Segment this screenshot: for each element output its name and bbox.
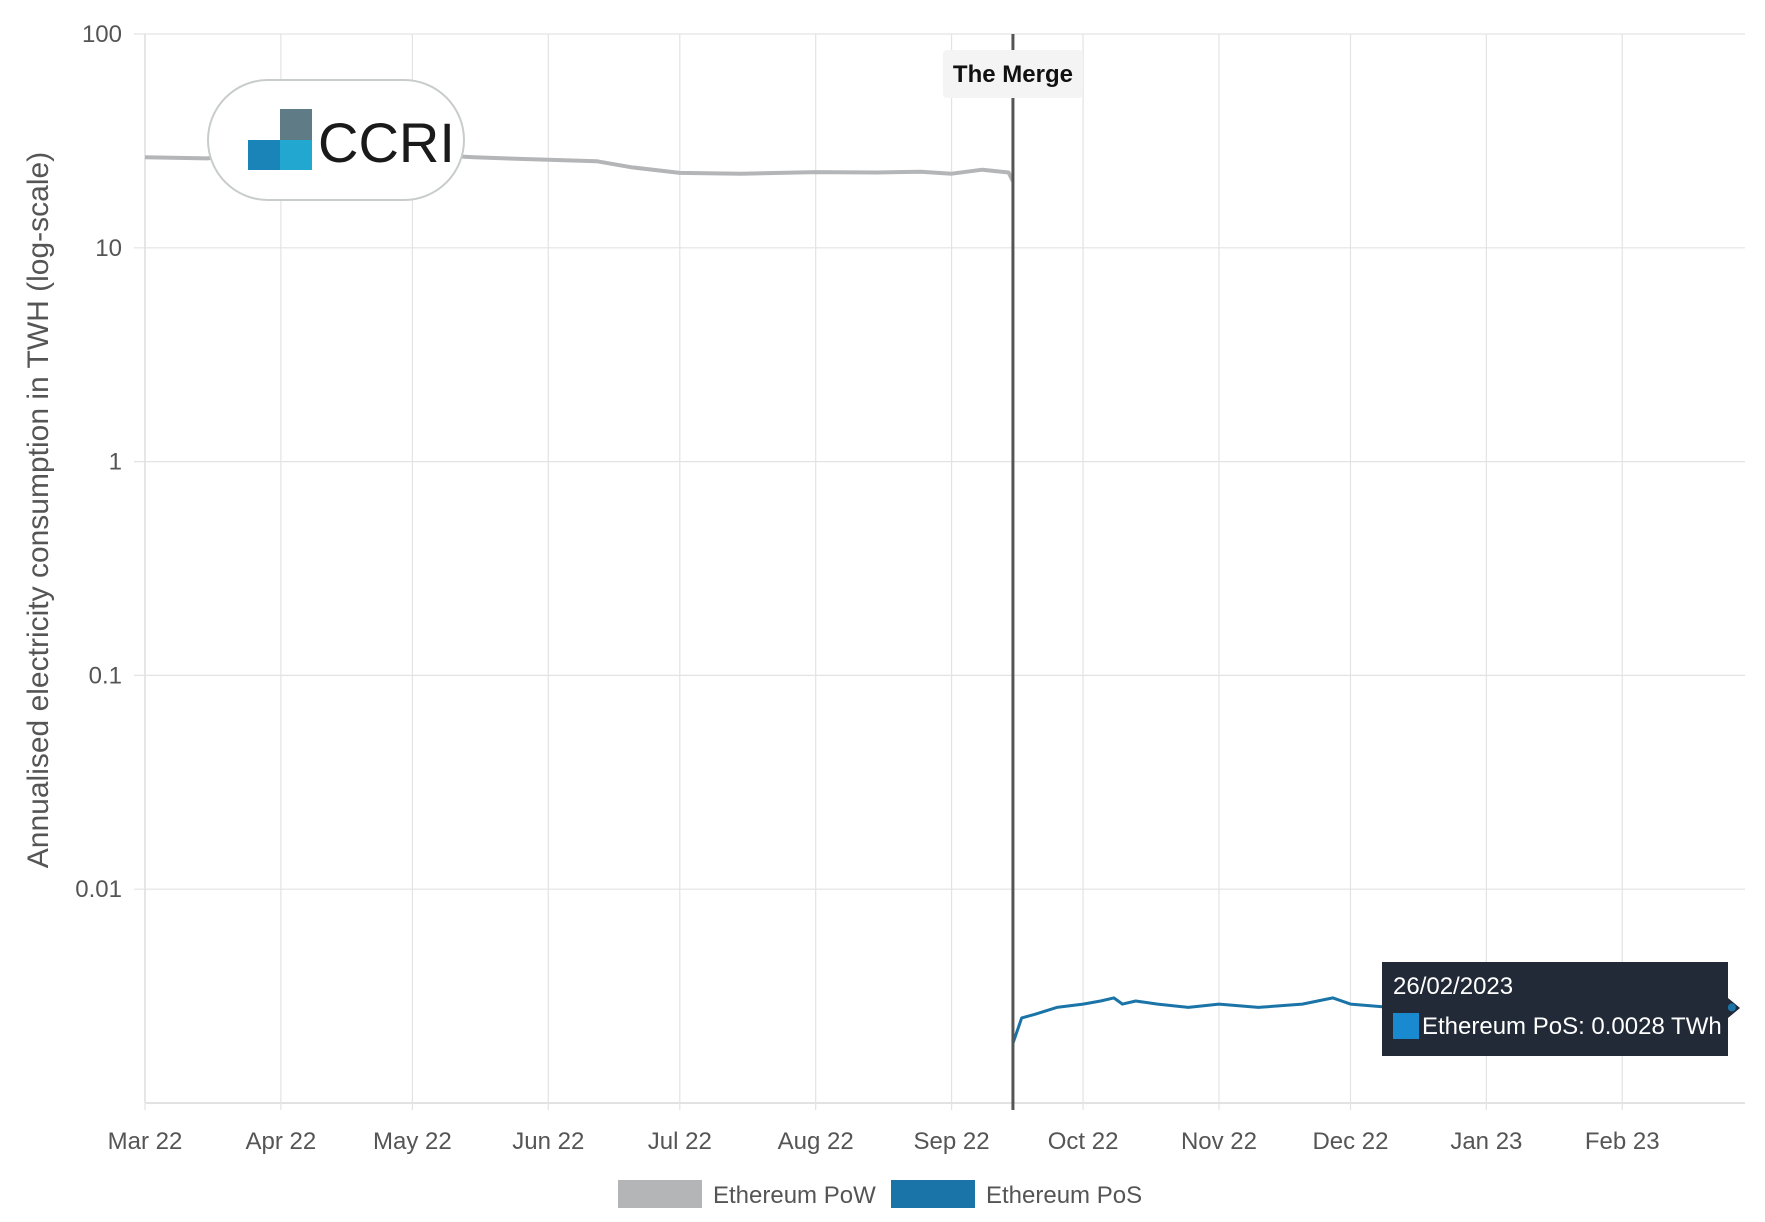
merge-label-box	[942, 50, 1083, 98]
tooltip-date: 26/02/2023	[1393, 973, 1513, 1000]
logo-text: CCRI	[318, 111, 455, 174]
x-tick-label: Aug 22	[778, 1128, 854, 1155]
x-tick-label: Feb 23	[1585, 1128, 1660, 1155]
y-tick-label: 1	[109, 449, 122, 476]
x-tick-label: Sep 22	[914, 1128, 990, 1155]
merge-annotation: The Merge	[942, 50, 1083, 98]
y-tick-label: 10	[95, 235, 122, 262]
x-tick-label: Oct 22	[1048, 1128, 1119, 1155]
y-tick-label: 0.1	[89, 662, 122, 689]
legend-pow-swatch	[618, 1180, 702, 1208]
grid-lines	[134, 33, 1745, 1110]
y-tick-label: 100	[82, 21, 122, 48]
x-tick-label: Jul 22	[648, 1128, 712, 1155]
x-tick-label: Jun 22	[512, 1128, 584, 1155]
tooltip-series-swatch	[1393, 1013, 1419, 1039]
y-axis-label: Annualised electricity consumption in TW…	[22, 152, 55, 868]
x-tick-label: Nov 22	[1181, 1128, 1257, 1155]
legend-pos-swatch	[891, 1180, 975, 1208]
tooltip-point	[1727, 1003, 1736, 1012]
ccri-logo-icon	[248, 109, 312, 170]
tooltip-value: Ethereum PoS: 0.0028 TWh	[1422, 1013, 1722, 1040]
y-tick-label: 0.01	[75, 876, 122, 903]
x-tick-labels: Mar 22 Apr 22 May 22 Jun 22 Jul 22 Aug 22 Sep …	[108, 1128, 1660, 1155]
series-lines	[144, 148, 1733, 1044]
legend-pow-label: Ethereum PoW	[713, 1182, 876, 1209]
ccri-logo: CCRI	[207, 79, 465, 201]
x-tick-label: May 22	[373, 1128, 452, 1155]
legend: Ethereum PoW Ethereum PoS	[618, 1180, 1142, 1209]
y-tick-labels: 100 10 1 0.1 0.01	[75, 21, 122, 903]
tooltip: 26/02/2023 Ethereum PoS: 0.0028 TWh	[1382, 962, 1740, 1056]
x-tick-label: Mar 22	[108, 1128, 183, 1155]
merge-label: The Merge	[953, 61, 1073, 88]
x-tick-label: Jan 23	[1450, 1128, 1522, 1155]
x-tick-label: Dec 22	[1312, 1128, 1388, 1155]
legend-pos-label: Ethereum PoS	[986, 1182, 1142, 1209]
x-tick-label: Apr 22	[246, 1128, 317, 1155]
tooltip-box	[1382, 962, 1728, 1056]
